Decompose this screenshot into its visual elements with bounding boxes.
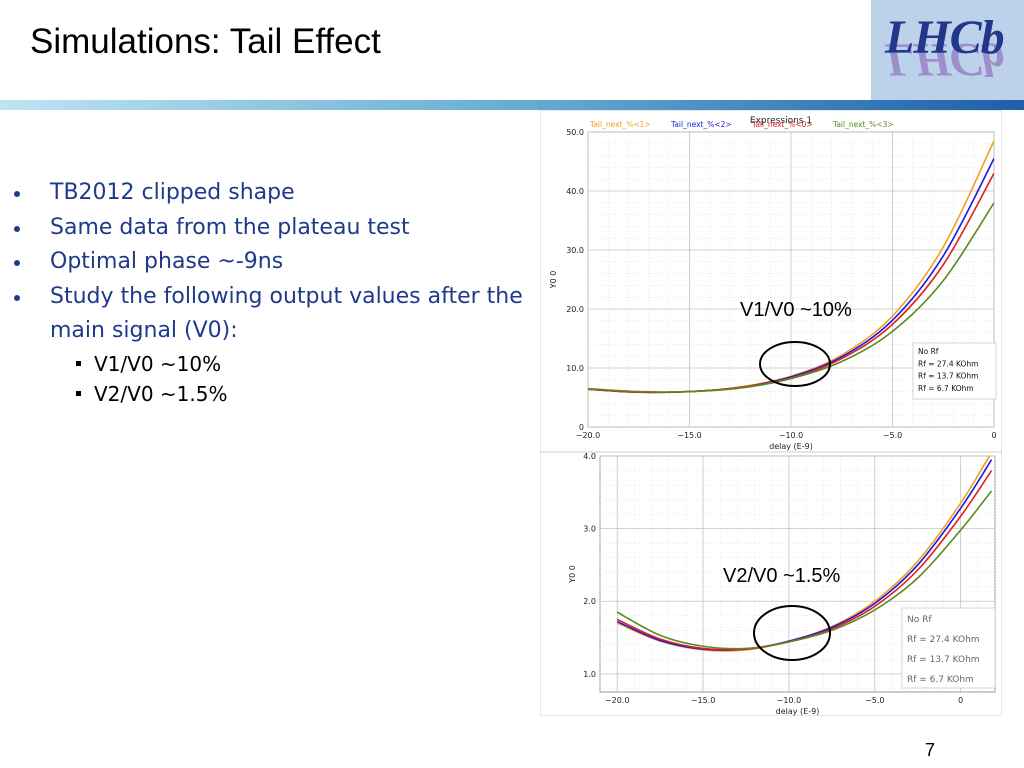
y-axis-label: Y0 0 bbox=[568, 565, 577, 584]
annotation-label: V1/V0 ~10% bbox=[740, 299, 852, 321]
x-axis-label: delay (E-9) bbox=[776, 707, 820, 716]
x-tick-label: −10.0 bbox=[777, 696, 802, 705]
x-tick-label: −10.0 bbox=[779, 431, 804, 440]
y-tick-label: 2.0 bbox=[583, 597, 596, 606]
legend-entry: Tail_next_%<2> bbox=[670, 120, 732, 129]
y-tick-label: 40.0 bbox=[566, 187, 584, 196]
bullet-item: TB2012 clipped shape bbox=[14, 176, 534, 211]
legend-box bbox=[912, 342, 997, 400]
legend-box-entry: Rf = 6.7 KOhm bbox=[907, 675, 974, 685]
title-divider-bar bbox=[0, 100, 1024, 110]
y-axis-label: Y0 0 bbox=[549, 271, 558, 290]
lhcb-logo: LHCb LHCb bbox=[871, 0, 1024, 100]
sub-bullet-item: V2/V0 ~1.5% bbox=[14, 379, 534, 409]
chart-title: Expressions 1 bbox=[750, 116, 812, 126]
y-tick-label: 0 bbox=[579, 423, 584, 432]
legend-box-entry: Rf = 13.7 KOhm bbox=[907, 655, 980, 665]
series-line bbox=[588, 202, 994, 393]
x-tick-label: −15.0 bbox=[691, 696, 716, 705]
legend-box-entry: Rf = 27.4 KOhm bbox=[918, 359, 978, 368]
y-tick-label: 50.0 bbox=[566, 128, 584, 137]
sub-bullet-item: V1/V0 ~10% bbox=[14, 349, 534, 379]
bullet-item: Study the following output values after … bbox=[14, 280, 534, 349]
y-tick-label: 1.0 bbox=[583, 670, 596, 679]
x-axis-label: delay (E-9) bbox=[769, 442, 813, 451]
series-line bbox=[616, 490, 993, 650]
legend-box bbox=[901, 607, 996, 689]
chart-v2-v0: −20.0 −15.0 −10.0 −5.0 0 1.0 2.0 3.0 4.0 delay (E… bbox=[540, 452, 1002, 716]
chart-v1-v0: Expressions 1 Tail_next_%<1> Tail_next_%<2… bbox=[540, 110, 1002, 452]
y-tick-label: 3.0 bbox=[583, 525, 596, 534]
y-tick-label: 20.0 bbox=[566, 305, 584, 314]
legend-box-entry: No Rf bbox=[918, 347, 939, 356]
bullet-list: TB2012 clipped shape Same data from the … bbox=[14, 176, 534, 409]
x-tick-label: −5.0 bbox=[865, 696, 884, 705]
annotation-label: V2/V0 ~1.5% bbox=[723, 565, 841, 587]
x-tick-label: −15.0 bbox=[677, 431, 702, 440]
y-tick-label: 30.0 bbox=[566, 246, 584, 255]
legend-box-entry: Rf = 13.7 KOhm bbox=[918, 372, 978, 381]
x-tick-label: −5.0 bbox=[883, 431, 902, 440]
legend-box-entry: No Rf bbox=[907, 615, 932, 625]
highlight-ellipse bbox=[759, 341, 831, 387]
y-tick-label: 10.0 bbox=[566, 364, 584, 373]
series-group bbox=[616, 456, 993, 652]
legend-entry: Tail_next_%<3> bbox=[832, 120, 894, 129]
page-number: 7 bbox=[925, 740, 936, 760]
x-tick-label: −20.0 bbox=[576, 431, 601, 440]
bullet-item: Optimal phase ~-9ns bbox=[14, 245, 534, 280]
slide-title: Simulations: Tail Effect bbox=[30, 22, 381, 61]
x-tick-label: −20.0 bbox=[605, 696, 630, 705]
x-tick-label: 0 bbox=[958, 696, 963, 705]
y-tick-label: 4.0 bbox=[583, 452, 596, 461]
series-line bbox=[616, 459, 993, 652]
legend-entry: Tail_next_%<1> bbox=[589, 120, 651, 129]
bullet-item: Same data from the plateau test bbox=[14, 211, 534, 246]
legend-box-entry: Rf = 6.7 KOhm bbox=[918, 384, 974, 393]
x-tick-label: 0 bbox=[991, 431, 996, 440]
series-group bbox=[588, 140, 994, 394]
legend-box-entry: Rf = 27.4 KOhm bbox=[907, 635, 980, 645]
logo-text: LHCb bbox=[885, 11, 1005, 64]
legend-entry: Tail_next_%<0> bbox=[751, 120, 813, 129]
highlight-ellipse bbox=[753, 605, 831, 661]
